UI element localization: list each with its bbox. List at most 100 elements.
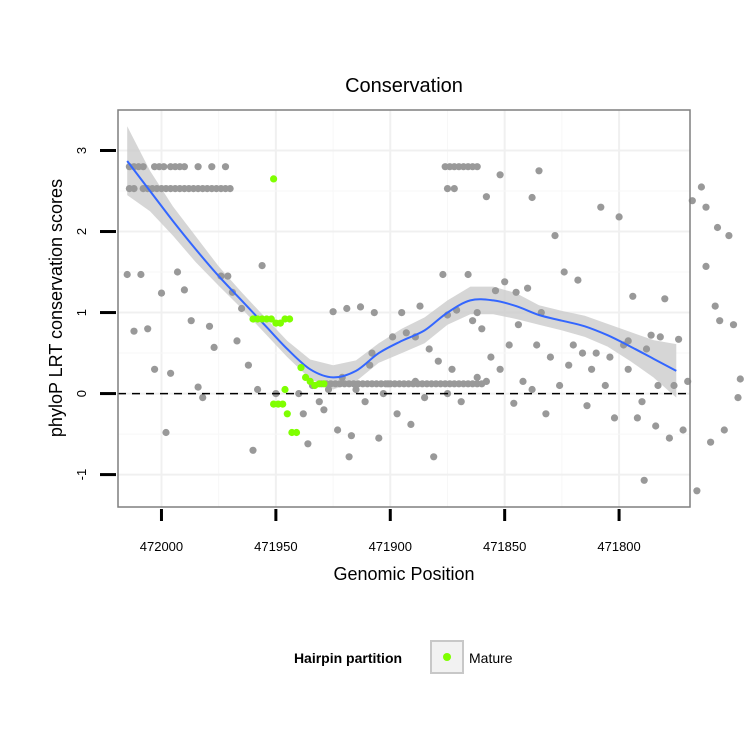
data-point — [656, 333, 664, 341]
data-point — [697, 183, 706, 191]
data-point — [352, 385, 360, 394]
data-point — [601, 381, 609, 390]
data-point — [416, 302, 424, 310]
x-tick-label: 471850 — [483, 539, 526, 554]
data-point — [501, 278, 509, 286]
data-point — [624, 365, 632, 373]
data-point — [496, 171, 504, 179]
data-point — [652, 422, 660, 430]
data-point — [199, 394, 207, 402]
legend-title: Hairpin partition — [294, 650, 402, 666]
data-point — [729, 321, 738, 329]
points-mature — [249, 175, 328, 437]
data-point-mature — [276, 319, 284, 327]
x-tick-label: 472000 — [140, 539, 183, 554]
data-point — [258, 262, 266, 270]
y-tick-label: -1 — [74, 469, 89, 481]
data-point — [736, 375, 744, 383]
data-point — [720, 426, 728, 434]
data-point — [464, 270, 472, 279]
data-point — [711, 302, 719, 310]
y-tick-label: 3 — [74, 147, 89, 154]
data-point — [210, 343, 218, 351]
plot-background — [118, 110, 690, 507]
data-point — [578, 349, 587, 357]
legend-label-mature: Mature — [469, 650, 513, 666]
data-point — [299, 410, 307, 418]
data-point — [347, 432, 355, 440]
data-point — [556, 381, 564, 390]
data-point — [496, 365, 504, 373]
data-point — [560, 268, 568, 276]
data-point — [533, 341, 541, 349]
data-point — [629, 292, 637, 300]
data-point — [173, 268, 182, 276]
data-point — [624, 337, 632, 345]
data-point — [450, 185, 458, 193]
data-point-mature — [297, 364, 305, 372]
legend: Hairpin partition Mature — [294, 640, 513, 674]
data-point-mature — [292, 428, 301, 437]
data-point — [473, 163, 481, 171]
y-axis: 3 2 1 0 -1 — [74, 147, 116, 480]
data-point — [430, 453, 438, 461]
data-point — [324, 385, 333, 394]
smooth-line — [126, 160, 677, 379]
data-point — [194, 163, 202, 171]
data-point — [315, 398, 323, 406]
data-point — [551, 232, 559, 240]
data-point — [675, 335, 683, 343]
data-point — [144, 325, 152, 333]
data-point — [368, 349, 376, 357]
data-point — [670, 381, 678, 390]
data-point — [707, 438, 715, 446]
data-point — [716, 317, 724, 325]
data-point — [208, 163, 216, 171]
data-point — [679, 426, 687, 434]
data-point — [370, 309, 378, 317]
data-point — [734, 394, 742, 402]
data-point — [487, 353, 495, 361]
data-point — [654, 381, 662, 390]
data-point — [180, 163, 188, 171]
data-point-mature — [283, 410, 291, 418]
data-point — [304, 440, 312, 448]
data-point — [469, 317, 477, 325]
data-point — [361, 398, 369, 406]
data-point — [482, 193, 490, 201]
data-point — [398, 309, 406, 317]
data-point — [535, 167, 543, 175]
data-point — [647, 331, 655, 339]
data-point — [224, 272, 232, 280]
data-point — [633, 414, 642, 422]
data-point — [725, 232, 733, 240]
data-point — [425, 345, 433, 353]
data-point — [592, 349, 600, 357]
data-point — [254, 385, 262, 394]
legend-key-mature — [443, 653, 451, 661]
data-point — [665, 434, 674, 442]
data-point — [160, 163, 168, 171]
data-point — [565, 361, 573, 369]
data-point-mature — [281, 385, 289, 394]
data-point-mature — [267, 315, 275, 323]
data-point — [194, 383, 202, 391]
data-point — [151, 365, 159, 373]
data-point-mature — [306, 377, 314, 385]
data-point — [343, 304, 351, 313]
data-point — [588, 365, 596, 373]
data-point — [238, 304, 246, 313]
data-point — [546, 353, 555, 361]
data-point — [457, 398, 465, 406]
data-point — [478, 380, 486, 388]
data-point — [443, 185, 452, 193]
data-point — [187, 317, 195, 325]
data-point — [473, 309, 481, 317]
x-tick-label: 471800 — [597, 539, 640, 554]
data-point — [542, 410, 550, 418]
data-point — [478, 325, 486, 333]
data-point — [606, 353, 614, 361]
data-point — [295, 390, 303, 398]
data-point — [130, 185, 138, 193]
data-point — [434, 357, 442, 365]
